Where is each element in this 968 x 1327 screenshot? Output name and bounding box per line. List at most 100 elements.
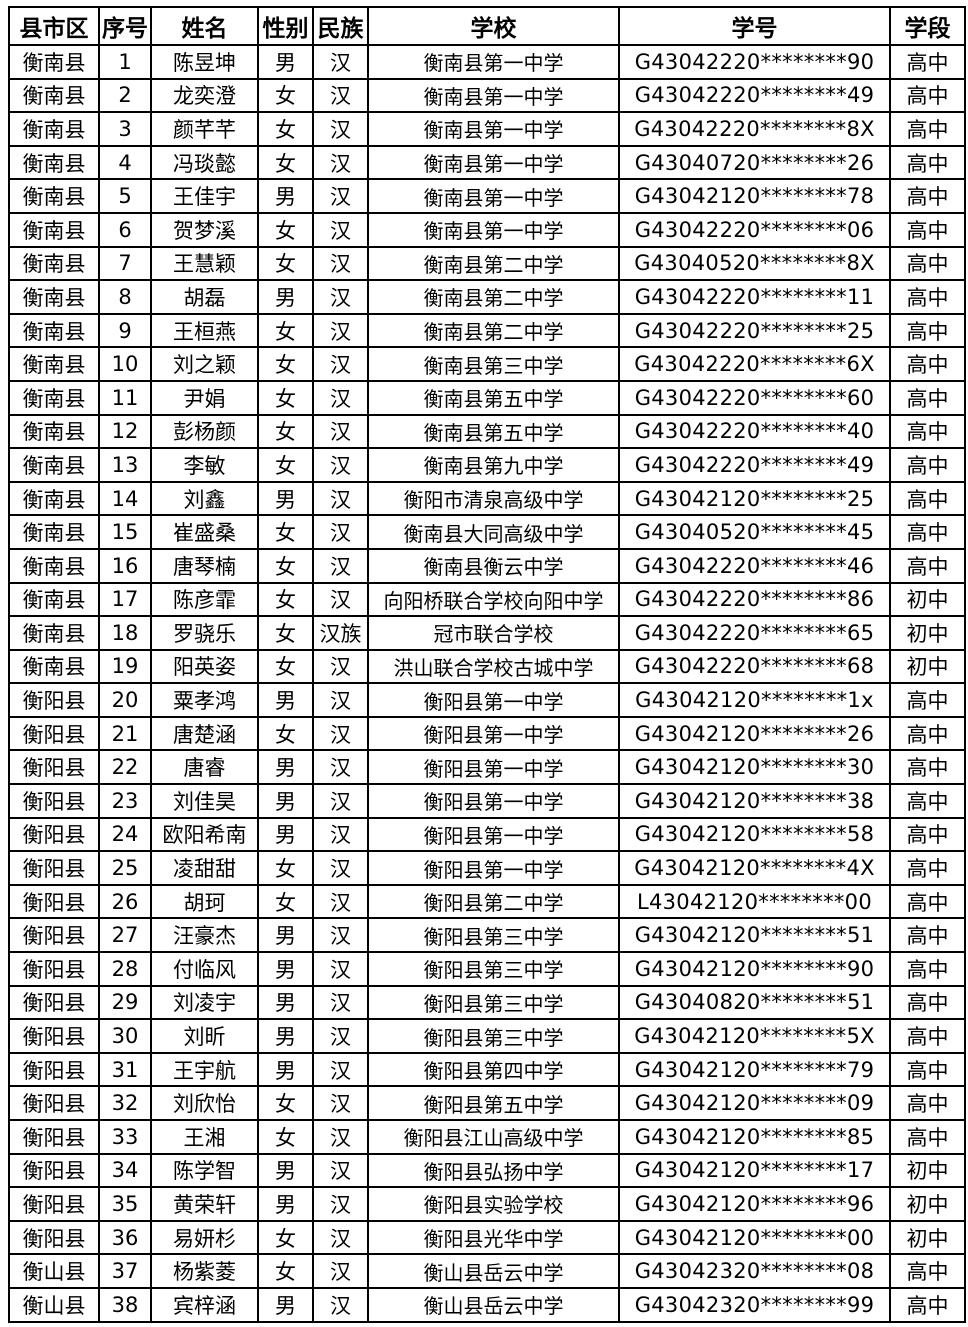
school-cell: 衡阳县第一中学	[367, 850, 620, 886]
ethnicity-cell: 汉	[312, 749, 369, 786]
county-cell: 衡南县	[8, 379, 100, 416]
name-cell: 杨紫菱	[150, 1253, 259, 1289]
county-cell: 衡南县	[8, 211, 100, 248]
seq-cell: 15	[98, 514, 152, 550]
student-id-cell: G43042220********65	[618, 615, 891, 651]
county-cell: 衡山县	[8, 1286, 100, 1323]
student-id-cell: G43042220********06	[618, 211, 891, 248]
ethnicity-cell: 汉	[312, 178, 369, 214]
seq-cell: 23	[98, 783, 152, 819]
table-row: 衡山县 38 宾梓涵男汉衡山县岳云中学 G43042320********99 高中	[8, 1286, 966, 1323]
name-cell: 欧阳希南	[150, 816, 259, 853]
county-cell: 衡南县	[8, 648, 100, 685]
student-id-cell: G43042120********4X	[618, 850, 891, 886]
gender-cell: 女	[257, 211, 314, 248]
student-id-cell: G43042120********26	[618, 715, 891, 752]
name-cell: 粟孝鸿	[150, 682, 259, 718]
student-id-cell: G43042120********90	[618, 951, 891, 987]
seq-cell: 6	[98, 211, 152, 248]
table-row: 衡南县 8 胡磊男汉衡南县第二中学 G43042220********11 高中	[8, 279, 966, 315]
name-cell: 刘之颖	[150, 346, 259, 382]
seq-cell: 21	[98, 715, 152, 752]
county-cell: 衡阳县	[8, 1186, 100, 1222]
school-cell: 衡阳县第一中学	[367, 749, 620, 786]
county-cell: 衡南县	[8, 279, 100, 315]
seq-cell: 5	[98, 178, 152, 214]
name-cell: 刘鑫	[150, 480, 259, 517]
school-cell: 衡南县第一中学	[367, 211, 620, 248]
stage-cell: 初中	[889, 1219, 966, 1256]
gender-cell: 男	[257, 279, 314, 315]
student-id-cell: G43042220********49	[618, 447, 891, 483]
county-cell: 衡阳县	[8, 951, 100, 987]
student-id-cell: G43042120********79	[618, 1051, 891, 1088]
name-cell: 陈学智	[150, 1152, 259, 1189]
ethnicity-cell: 汉	[312, 1152, 369, 1189]
table-row: 衡山县 37 杨紫菱女汉衡山县岳云中学 G43042320********08 高中	[8, 1253, 966, 1289]
ethnicity-cell: 汉	[312, 312, 369, 349]
table-row: 衡南县 2 龙奕澄女汉衡南县第一中学 G43042220********49 高中	[8, 77, 966, 114]
table-header: 县市区 序号 姓名 性别 民族 学校 学号 学段	[8, 6, 966, 46]
student-id-cell: G43040520********8X	[618, 245, 891, 282]
student-id-cell: G43042120********58	[618, 816, 891, 853]
ethnicity-cell: 汉	[312, 1219, 369, 1256]
ethnicity-cell: 汉	[312, 883, 369, 920]
school-cell: 衡南县衡云中学	[367, 547, 620, 584]
seq-cell: 10	[98, 346, 152, 382]
ethnicity-cell: 汉	[312, 346, 369, 382]
table-row: 衡南县 15 崔盛桑女汉衡南县大同高级中学 G43040520********45 高中	[8, 514, 966, 550]
name-cell: 王宇航	[150, 1051, 259, 1088]
ethnicity-cell: 汉	[312, 447, 369, 483]
stage-cell: 高中	[889, 749, 966, 786]
school-cell: 洪山联合学校古城中学	[367, 648, 620, 685]
name-cell: 龙奕澄	[150, 77, 259, 114]
student-id-cell: G43042220********11	[618, 279, 891, 315]
ethnicity-cell: 汉	[312, 951, 369, 987]
ethnicity-cell: 汉	[312, 1018, 369, 1054]
ethnicity-cell: 汉	[312, 1119, 369, 1155]
name-cell: 李敏	[150, 447, 259, 483]
table-row: 衡阳县 21 唐楚涵女汉衡阳县第一中学 G43042120********26 高中	[8, 715, 966, 752]
gender-cell: 男	[257, 951, 314, 987]
table-row: 衡阳县 30 刘昕男汉衡阳县第三中学 G43042120********5X 高中	[8, 1018, 966, 1054]
table-row: 衡阳县 35 黄荣轩男汉衡阳县实验学校 G43042120********96 初中	[8, 1186, 966, 1222]
ethnicity-cell: 汉	[312, 1186, 369, 1222]
school-cell: 衡南县第二中学	[367, 279, 620, 315]
table-row: 衡阳县 34 陈学智男汉衡阳县弘扬中学 G43042120********17 初中	[8, 1152, 966, 1189]
stage-cell: 初中	[889, 615, 966, 651]
table-row: 衡南县 9 王桓燕女汉衡南县第二中学 G43042220********25 高中	[8, 312, 966, 349]
table-row: 衡南县 7 王慧颖女汉衡南县第二中学 G43040520********8X 高中	[8, 245, 966, 282]
ethnicity-cell: 汉	[312, 816, 369, 853]
name-cell: 唐楚涵	[150, 715, 259, 752]
school-cell: 衡南县大同高级中学	[367, 514, 620, 550]
name-cell: 罗骁乐	[150, 615, 259, 651]
county-cell: 衡阳县	[8, 1119, 100, 1155]
table-row: 衡阳县 25 凌甜甜女汉衡阳县第一中学 G43042120********4X 高中	[8, 850, 966, 886]
stage-cell: 高中	[889, 514, 966, 550]
county-cell: 衡阳县	[8, 682, 100, 718]
stage-cell: 高中	[889, 379, 966, 416]
seq-cell: 12	[98, 413, 152, 450]
stage-cell: 高中	[889, 1085, 966, 1121]
seq-cell: 3	[98, 111, 152, 147]
student-id-cell: G43042220********68	[618, 648, 891, 685]
header-cell: 性别	[257, 6, 314, 46]
name-cell: 王桓燕	[150, 312, 259, 349]
gender-cell: 男	[257, 984, 314, 1021]
county-cell: 衡山县	[8, 1253, 100, 1289]
table-row: 衡阳县 33 王湘女汉衡阳县江山高级中学 G43042120********85 高中	[8, 1119, 966, 1155]
gender-cell: 男	[257, 44, 314, 80]
gender-cell: 女	[257, 615, 314, 651]
stage-cell: 高中	[889, 144, 966, 181]
school-cell: 衡山县岳云中学	[367, 1253, 620, 1289]
table-row: 衡阳县 31 王宇航男汉衡阳县第四中学 G43042120********79 高中	[8, 1051, 966, 1088]
name-cell: 唐睿	[150, 749, 259, 786]
seq-cell: 31	[98, 1051, 152, 1088]
stage-cell: 高中	[889, 783, 966, 819]
school-cell: 衡阳县第三中学	[367, 984, 620, 1021]
name-cell: 冯琰懿	[150, 144, 259, 181]
stage-cell: 高中	[889, 77, 966, 114]
gender-cell: 男	[257, 749, 314, 786]
stage-cell: 高中	[889, 984, 966, 1021]
school-cell: 衡山县岳云中学	[367, 1286, 620, 1323]
